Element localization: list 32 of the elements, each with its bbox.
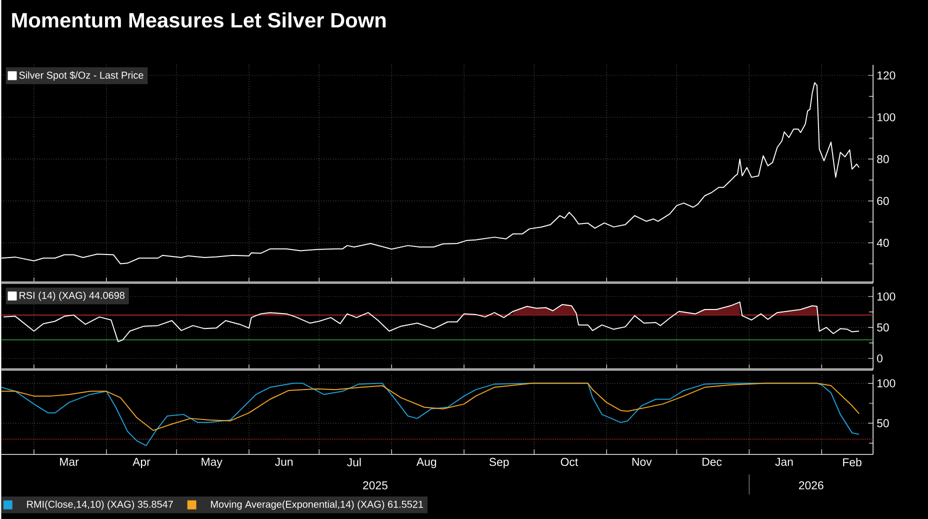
legend-label: Silver Spot $/Oz - Last Price bbox=[19, 71, 144, 81]
x-tick-label: Jul bbox=[347, 458, 361, 466]
x-tick-label: Jun bbox=[275, 458, 293, 466]
x-tick-label: Jan bbox=[775, 458, 793, 466]
y-tick-label: 120 bbox=[877, 71, 896, 80]
y-tick-label: 100 bbox=[877, 113, 896, 122]
y-tick-label: 80 bbox=[877, 154, 889, 164]
legend-label: RMI(Close,14,10) (XAG) 35.8547 bbox=[27, 500, 173, 510]
chart-title: Momentum Measures Let Silver Down bbox=[12, 12, 386, 28]
x-tick-label: Aug bbox=[416, 458, 436, 468]
legend-label: Moving Average(Exponential,14) (XAG) 61.5521 bbox=[211, 500, 424, 510]
x-tick-label: Sep bbox=[489, 458, 509, 468]
text: 2025 bbox=[363, 481, 388, 490]
legend-label: RSI (14) (XAG) 44.0698 bbox=[20, 291, 124, 301]
y-tick-label: 50 bbox=[877, 419, 889, 428]
line-series bbox=[3, 301, 860, 342]
x-tick-label: Nov bbox=[632, 458, 652, 466]
y-tick-label: 100 bbox=[877, 292, 896, 300]
line-series bbox=[1, 382, 860, 431]
y-tick-label: 100 bbox=[877, 379, 896, 388]
y-tick-label: 0 bbox=[877, 354, 883, 362]
text: 2026 bbox=[798, 481, 824, 490]
y-tick-label: 50 bbox=[877, 323, 889, 332]
x-tick-label: Apr bbox=[132, 458, 150, 468]
line-series bbox=[1, 82, 860, 264]
x-tick-label: Mar bbox=[60, 458, 79, 466]
x-tick-label: Dec bbox=[702, 458, 722, 466]
x-tick-label: Oct bbox=[560, 458, 578, 466]
y-tick-label: 40 bbox=[876, 238, 889, 247]
y-tick-label: 60 bbox=[877, 196, 889, 205]
x-tick-label: May bbox=[202, 458, 222, 468]
x-tick-label: Feb bbox=[843, 458, 862, 466]
